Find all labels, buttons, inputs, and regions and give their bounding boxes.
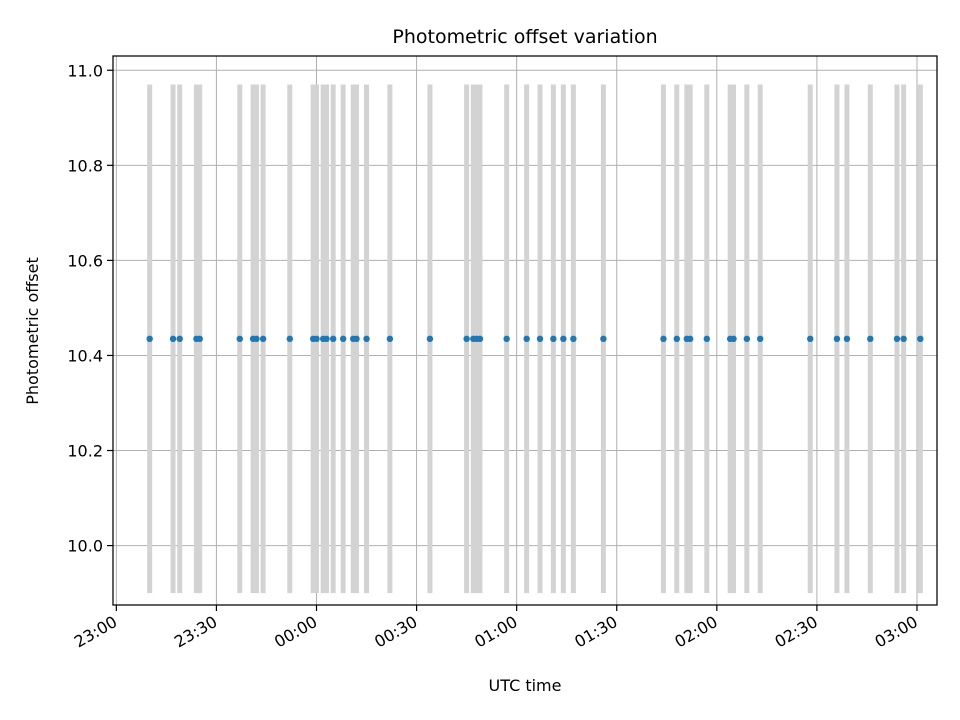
data-point (600, 335, 607, 343)
data-point (286, 335, 294, 343)
data-point (353, 335, 360, 343)
data-point (703, 335, 711, 343)
data-point (660, 335, 667, 343)
y-tick-label: 10.6 (67, 251, 103, 270)
data-point (893, 335, 901, 343)
data-point (743, 335, 751, 343)
data-point (570, 335, 577, 343)
data-point (363, 335, 370, 343)
data-point (686, 335, 694, 343)
data-point (756, 335, 764, 343)
data-point (176, 335, 183, 343)
y-tick-label: 10.4 (67, 346, 103, 365)
y-tick-label: 10.8 (67, 156, 103, 175)
data-point (673, 335, 680, 343)
data-point (463, 335, 470, 343)
data-point (807, 335, 814, 343)
data-point (339, 335, 347, 343)
y-axis-ticks: 10.0 10.2 10.4 10.6 10.8 11.0 (67, 61, 113, 556)
y-tick-label: 10.0 (67, 537, 103, 556)
data-point (503, 335, 510, 343)
data-point (523, 335, 530, 343)
data-points (146, 335, 924, 343)
data-point (426, 335, 434, 343)
y-axis-label: Photometric offset (23, 257, 42, 405)
data-point (236, 335, 243, 343)
data-point (253, 335, 260, 343)
data-point (867, 335, 874, 343)
data-point (536, 335, 544, 343)
data-point (917, 335, 924, 343)
chart-title: Photometric offset variation (392, 26, 657, 48)
plot-frame (112, 55, 938, 606)
x-axis-label: UTC time (489, 676, 562, 695)
data-point (900, 335, 907, 343)
data-point (560, 335, 567, 343)
data-point (329, 335, 337, 343)
data-point (146, 335, 153, 343)
data-point (259, 335, 267, 343)
data-point (550, 335, 557, 343)
data-point (730, 335, 737, 343)
data-point (386, 335, 394, 343)
data-point (833, 335, 841, 343)
data-point (323, 335, 330, 343)
data-point (313, 335, 320, 343)
data-point (169, 335, 177, 343)
data-point (476, 335, 484, 343)
data-point (196, 335, 203, 343)
data-point (843, 335, 851, 343)
y-tick-label: 11.0 (67, 61, 103, 80)
y-tick-label: 10.2 (67, 442, 103, 461)
